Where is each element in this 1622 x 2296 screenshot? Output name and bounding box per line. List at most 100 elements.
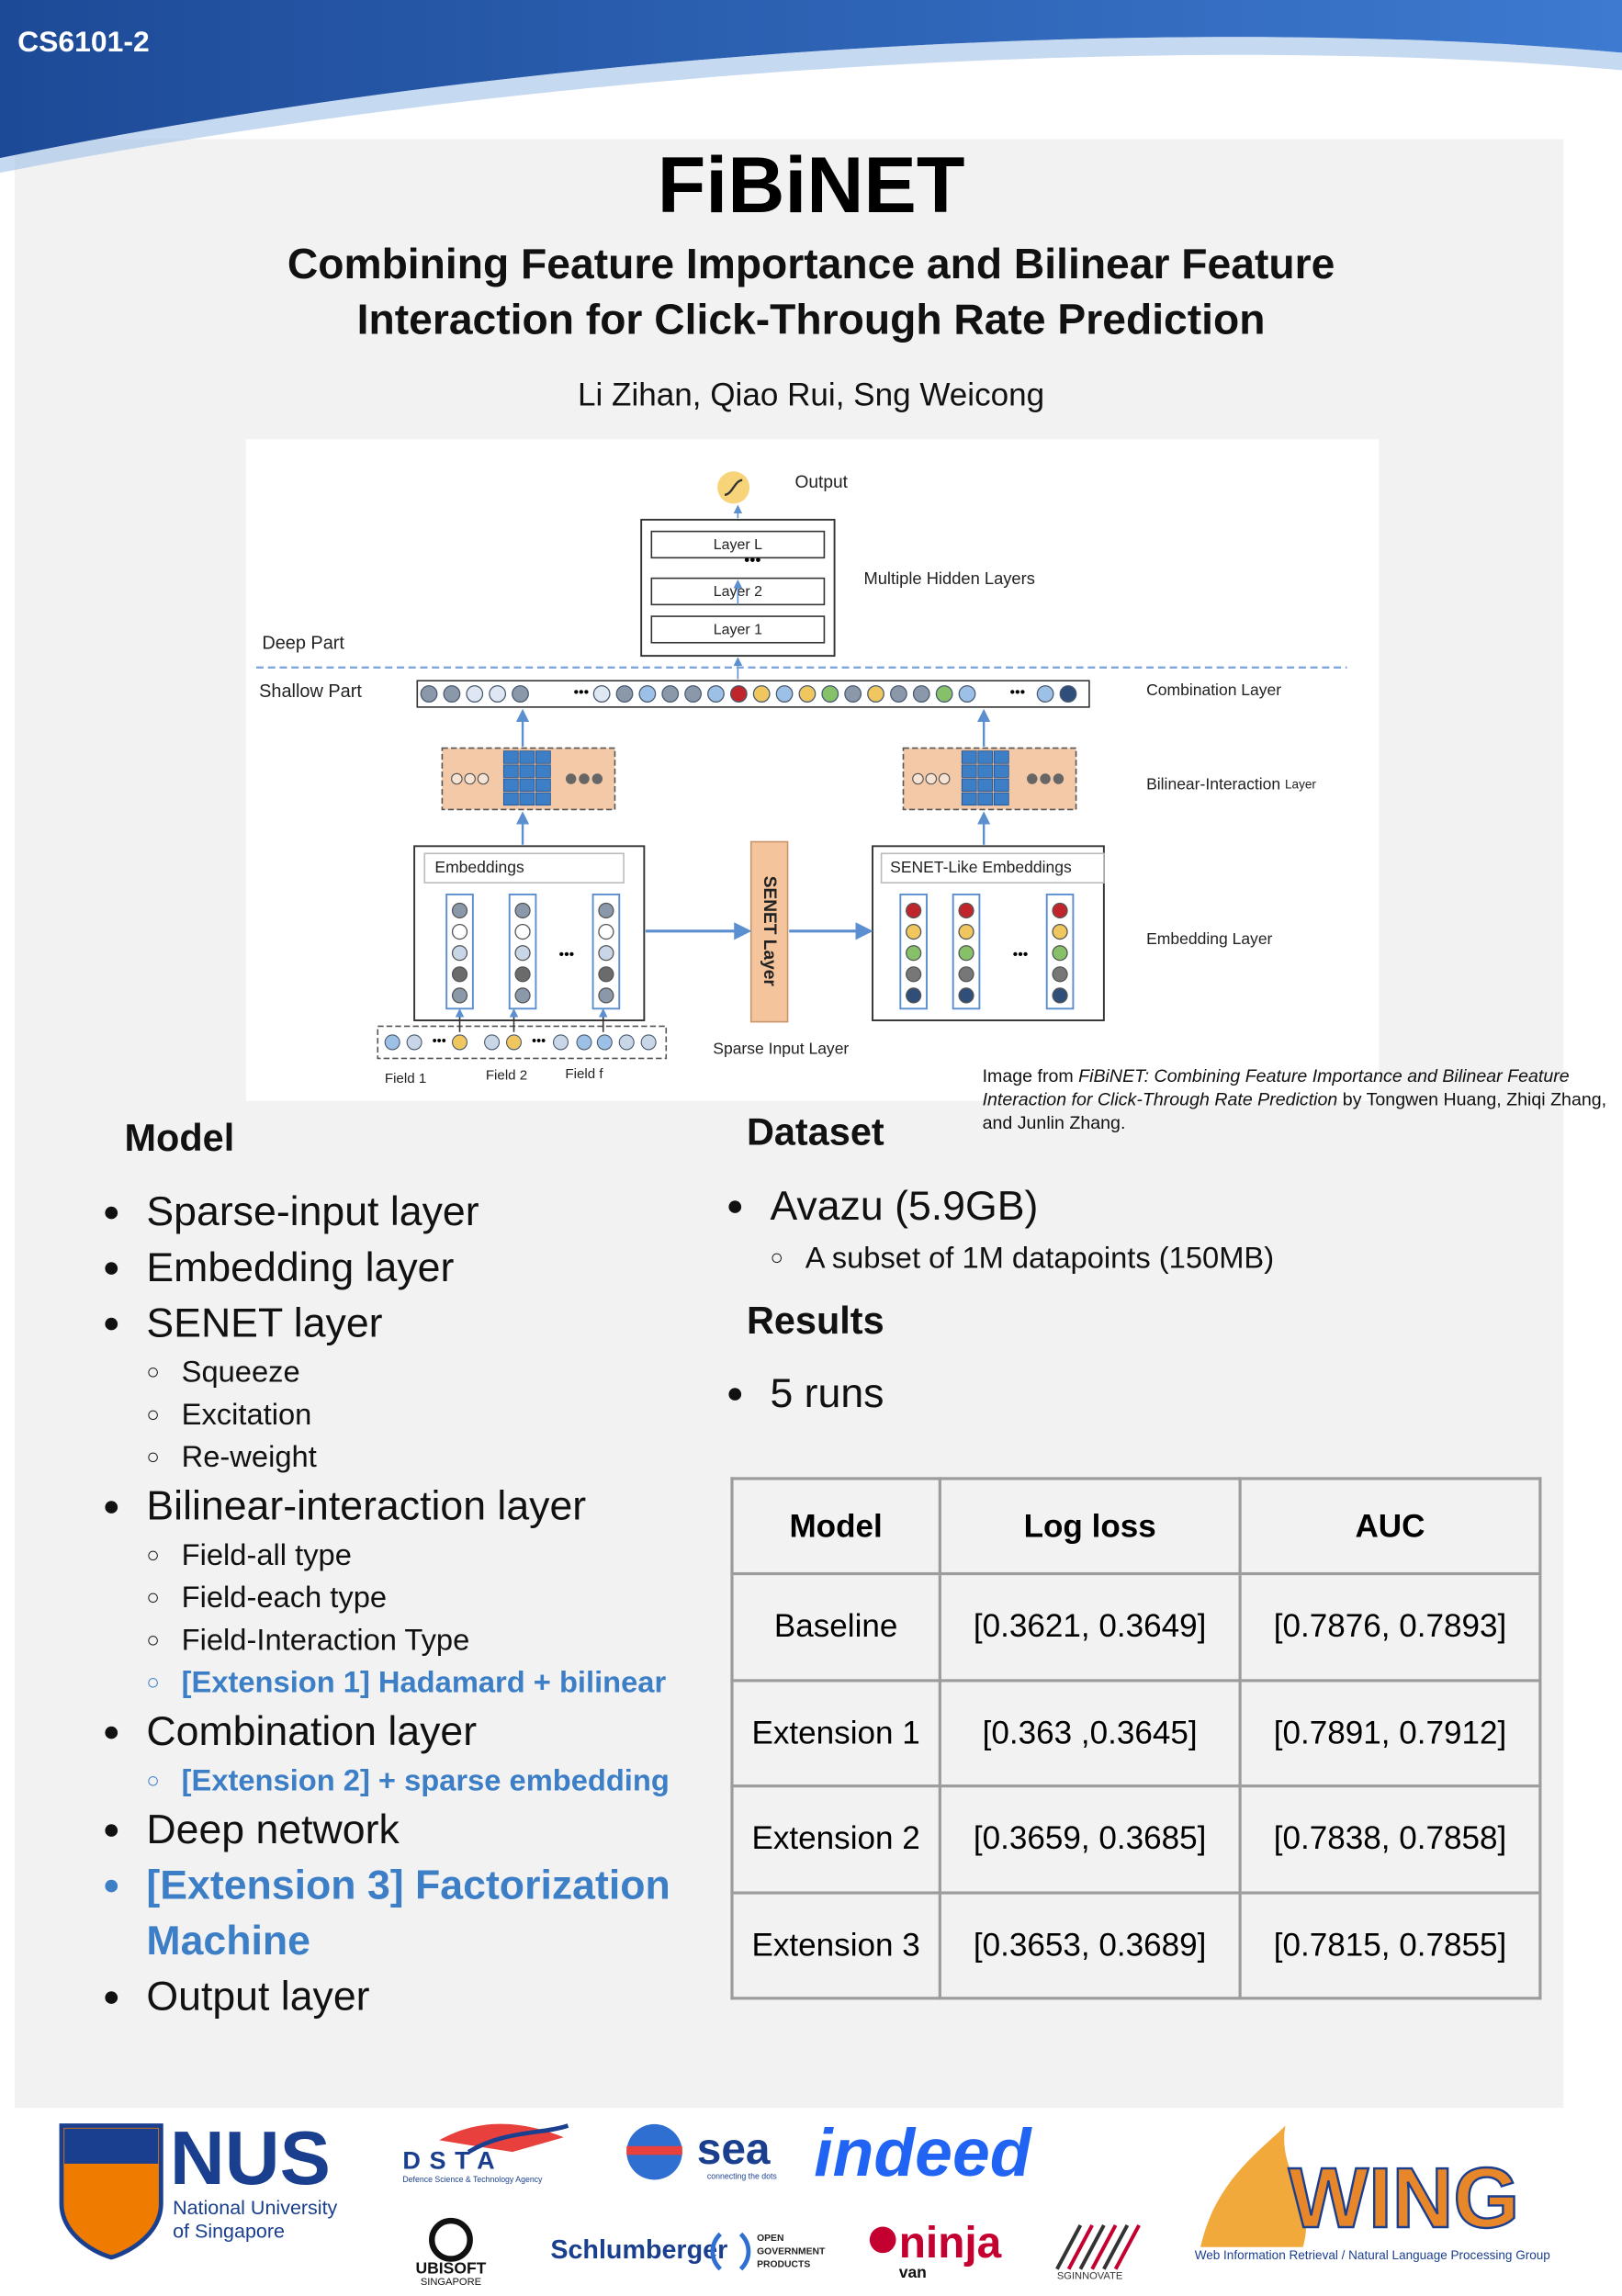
table-row: Extension 2 [0.3659, 0.3685] [0.7838, 0.78… bbox=[730, 1784, 1542, 1894]
label: Deep Part bbox=[262, 634, 344, 654]
node bbox=[477, 772, 490, 785]
node bbox=[451, 945, 468, 962]
matrix-cell bbox=[502, 792, 519, 806]
section-heading: Dataset bbox=[746, 1109, 884, 1154]
matrix-cell bbox=[961, 764, 977, 778]
node bbox=[598, 902, 614, 919]
node bbox=[443, 685, 461, 703]
list-item: Bilinear-interaction layer bbox=[103, 1479, 776, 1535]
node bbox=[384, 1034, 400, 1051]
results-list: 5 runs bbox=[727, 1366, 1459, 1422]
label: of Singapore bbox=[173, 2221, 285, 2243]
node bbox=[1040, 773, 1051, 784]
ellipsis: ••• bbox=[573, 685, 589, 701]
node bbox=[514, 945, 531, 962]
label: PRODUCTS bbox=[757, 2260, 810, 2270]
table-cell: Extension 3 bbox=[730, 1890, 941, 2000]
node bbox=[514, 987, 531, 1004]
sub-list-item: A subset of 1M datapoints (150MB) bbox=[727, 1237, 1459, 1279]
node bbox=[798, 685, 817, 703]
label: Field 2 bbox=[486, 1068, 527, 1084]
node bbox=[598, 945, 614, 962]
table-cell: Baseline bbox=[730, 1571, 941, 1682]
list-item: SENET layer bbox=[103, 1296, 776, 1352]
list-item: Deep network bbox=[103, 1802, 776, 1858]
node bbox=[867, 685, 884, 703]
node bbox=[598, 923, 614, 940]
matrix-cell bbox=[535, 764, 551, 778]
matrix-cell bbox=[502, 750, 519, 764]
node bbox=[638, 685, 657, 703]
node bbox=[552, 1034, 569, 1051]
table-header-cell: AUC bbox=[1238, 1477, 1542, 1576]
matrix-cell bbox=[977, 792, 994, 806]
matrix-cell bbox=[977, 750, 994, 764]
node bbox=[906, 945, 922, 962]
table-cell: [0.7876, 0.7893] bbox=[1238, 1571, 1542, 1682]
sea-stripe bbox=[626, 2145, 682, 2155]
label: Bilinear-Interaction bbox=[1146, 774, 1280, 793]
ellipsis: ••• bbox=[744, 550, 760, 568]
node bbox=[618, 1034, 635, 1051]
label: Output bbox=[795, 473, 849, 492]
table-row: Baseline [0.3621, 0.3649] [0.7876, 0.7893] bbox=[730, 1571, 1542, 1682]
node bbox=[451, 1034, 468, 1051]
label: Layer bbox=[1285, 777, 1316, 791]
node bbox=[906, 987, 922, 1004]
node bbox=[1052, 966, 1068, 983]
table-cell: [0.7815, 0.7855] bbox=[1238, 1890, 1542, 2000]
list-item: Sparse-input layer bbox=[103, 1185, 776, 1241]
node bbox=[406, 1034, 422, 1051]
subtitle-line: Interaction for Click-Through Rate Predi… bbox=[356, 297, 1266, 344]
node bbox=[451, 902, 468, 919]
ellipsis: ••• bbox=[532, 1034, 546, 1049]
label: Layer 1 bbox=[714, 622, 762, 637]
label: NUS bbox=[170, 2115, 331, 2200]
node bbox=[821, 685, 839, 703]
sginnovate-hatch bbox=[1078, 2223, 1106, 2270]
ubisoft-mark bbox=[429, 2217, 473, 2262]
matrix-cell bbox=[535, 792, 551, 806]
matrix-cell bbox=[519, 764, 535, 778]
node bbox=[1052, 945, 1068, 962]
table-cell: [0.363 ,0.3645] bbox=[938, 1678, 1242, 1788]
matrix-cell bbox=[519, 792, 535, 806]
nus-crest-top bbox=[64, 2128, 159, 2164]
matrix-cell bbox=[993, 750, 1009, 764]
list-item: 5 runs bbox=[727, 1366, 1459, 1422]
node bbox=[451, 772, 463, 785]
node bbox=[598, 966, 614, 983]
list-item: Output layer bbox=[103, 1969, 776, 2025]
node bbox=[958, 987, 974, 1004]
layer-box bbox=[650, 530, 826, 559]
node bbox=[512, 685, 529, 703]
node bbox=[661, 685, 680, 703]
label: Combination Layer bbox=[1146, 681, 1281, 699]
list-item: Avazu (5.9GB) bbox=[727, 1178, 1459, 1234]
label: SENET Layer bbox=[760, 876, 779, 987]
node bbox=[958, 945, 974, 962]
node bbox=[514, 902, 531, 919]
node bbox=[906, 966, 922, 983]
sginnovate-hatch bbox=[1066, 2223, 1094, 2270]
node bbox=[912, 685, 930, 703]
node bbox=[1052, 987, 1068, 1004]
node bbox=[958, 923, 974, 940]
logo-strip bbox=[0, 2108, 1622, 2296]
node bbox=[1052, 902, 1068, 919]
label: Sparse Input Layer bbox=[713, 1040, 849, 1058]
label: ninja bbox=[899, 2219, 1002, 2268]
node bbox=[451, 923, 468, 940]
table-row: Extension 3 [0.3653, 0.3689] [0.7815, 0.78… bbox=[730, 1890, 1542, 2000]
label: sea bbox=[697, 2125, 771, 2174]
results-table: Model Log loss AUC Baseline [0.3621, 0.3649]… bbox=[730, 1477, 1542, 2000]
matrix-cell bbox=[977, 778, 994, 792]
node bbox=[935, 685, 953, 703]
table-cell: [0.3621, 0.3649] bbox=[938, 1571, 1242, 1682]
list-item: Combination layer bbox=[103, 1704, 776, 1760]
label: Layer L bbox=[714, 537, 762, 553]
caption-credit: by Tongwen Huang, Zhiqi Zhang, and Junli… bbox=[982, 1088, 1607, 1133]
node bbox=[565, 773, 577, 784]
node bbox=[958, 685, 976, 703]
